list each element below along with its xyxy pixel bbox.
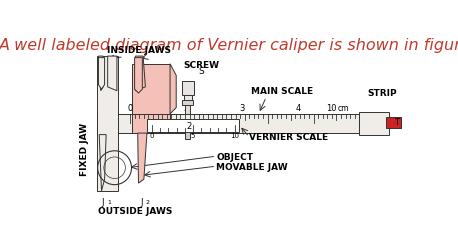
Text: cm: cm: [338, 104, 349, 113]
Polygon shape: [135, 58, 142, 94]
Bar: [97, 114, 328, 134]
Bar: [182, 100, 193, 105]
Polygon shape: [131, 64, 170, 114]
Polygon shape: [170, 64, 176, 114]
Text: OBJECT: OBJECT: [216, 152, 253, 161]
Bar: [386, 118, 401, 128]
Text: MAIN SCALE: MAIN SCALE: [251, 86, 313, 95]
Bar: [181, 82, 194, 96]
Bar: [361, 130, 384, 135]
Text: 2: 2: [145, 199, 149, 204]
Text: 2: 2: [187, 121, 192, 130]
Text: INSIDE JAWS: INSIDE JAWS: [107, 46, 171, 54]
Text: 1: 1: [107, 199, 111, 204]
Text: 2: 2: [184, 104, 189, 113]
Text: S: S: [199, 67, 204, 76]
Text: 5: 5: [191, 133, 195, 139]
Text: STRIP: STRIP: [367, 88, 397, 98]
Text: 10: 10: [230, 133, 239, 139]
Text: T: T: [394, 118, 399, 126]
Bar: [359, 113, 389, 135]
Polygon shape: [98, 58, 104, 90]
Text: A well labeled diagram of Vernier caliper is shown in figure: A well labeled diagram of Vernier calipe…: [0, 38, 458, 52]
Text: VERNIER SCALE: VERNIER SCALE: [249, 133, 328, 142]
Bar: [185, 132, 190, 140]
Text: FIXED JAW: FIXED JAW: [80, 122, 89, 175]
Text: 10: 10: [327, 104, 337, 113]
Text: J: J: [102, 197, 104, 206]
Text: OUTSIDE JAWS: OUTSIDE JAWS: [98, 206, 173, 215]
Polygon shape: [108, 57, 117, 91]
Text: 3: 3: [240, 104, 245, 113]
Polygon shape: [97, 57, 119, 191]
Text: 0: 0: [149, 133, 154, 139]
Polygon shape: [136, 57, 145, 91]
Text: 4: 4: [296, 104, 301, 113]
Bar: [131, 114, 170, 134]
Polygon shape: [99, 135, 106, 191]
Text: SCREW: SCREW: [184, 61, 220, 70]
Polygon shape: [98, 57, 103, 91]
Text: J: J: [140, 197, 143, 206]
Text: MOVABLE JAW: MOVABLE JAW: [216, 162, 288, 171]
Bar: [147, 120, 240, 132]
Bar: [119, 114, 359, 134]
Polygon shape: [138, 134, 147, 184]
Bar: [185, 105, 190, 114]
Text: 0: 0: [127, 104, 133, 113]
Bar: [184, 96, 191, 102]
